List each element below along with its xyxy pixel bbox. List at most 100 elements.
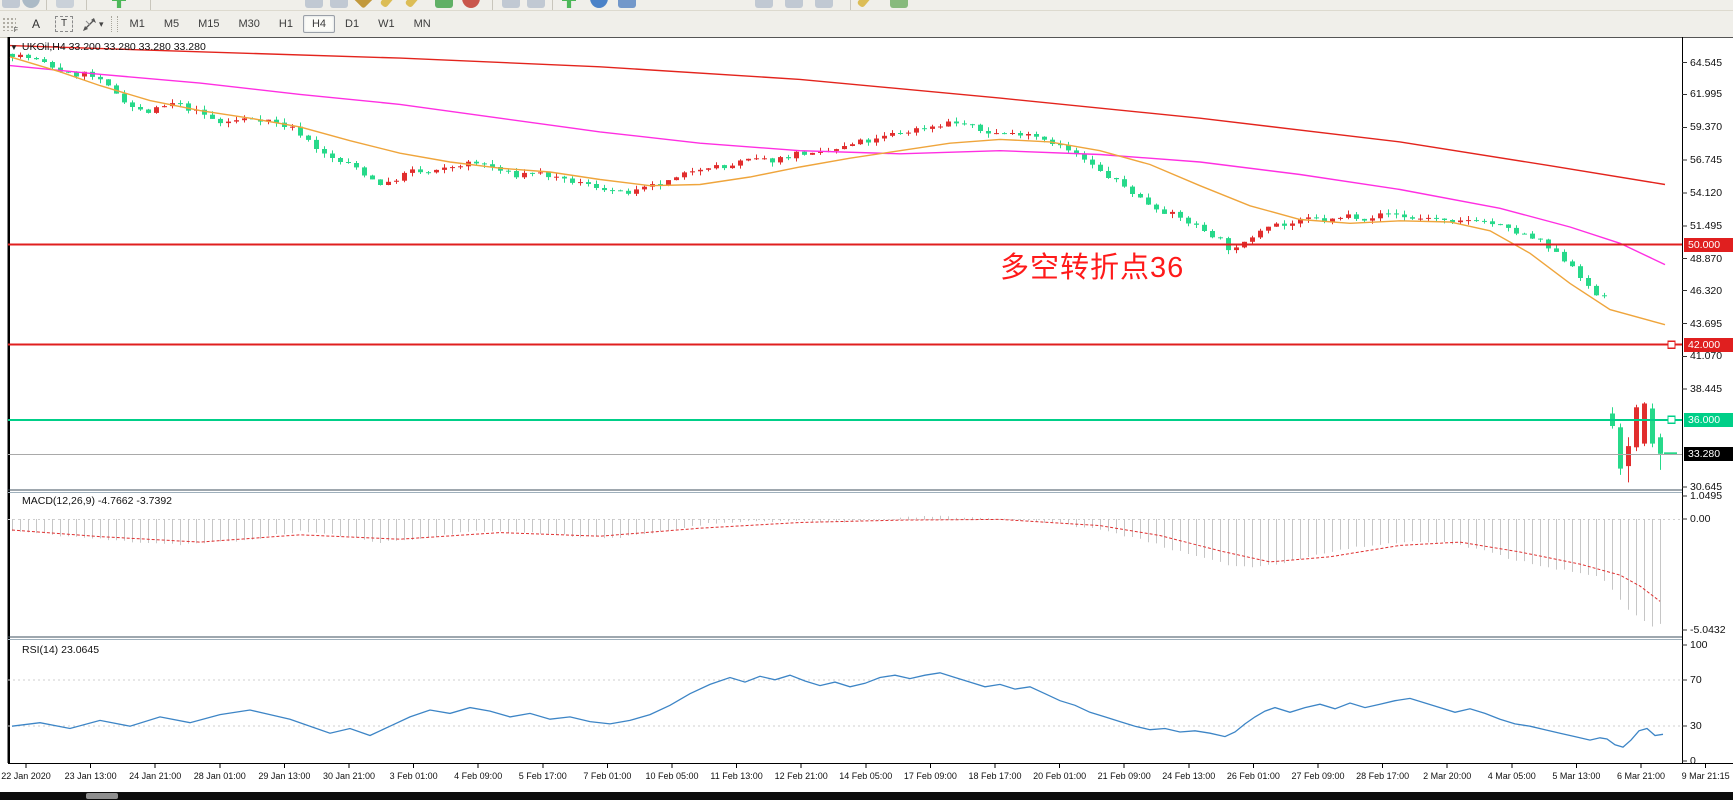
h-scale-icon[interactable] <box>755 0 773 8</box>
time-axis-label: 2 Mar 20:00 <box>1423 771 1472 781</box>
time-axis-label: 28 Feb 17:00 <box>1356 771 1410 781</box>
timeframe-button-h1[interactable]: H1 <box>278 18 293 30</box>
macd-signal-line <box>11 518 1661 602</box>
toolbar-drag-handle[interactable] <box>110 16 118 32</box>
time-axis-label: 23 Jan 13:00 <box>64 771 117 781</box>
v-scale-icon[interactable] <box>785 0 803 8</box>
chart-dropdown-icon[interactable]: ▼ <box>10 42 18 52</box>
timeframe-button-m1[interactable]: M1 <box>129 18 145 30</box>
line-drag-handle[interactable] <box>1667 340 1676 349</box>
line-drag-handle[interactable] <box>1667 415 1676 424</box>
timeframe-bar: M1 M5 M15 M30 H1 H4 D1 W1 MN <box>121 15 440 33</box>
timeframe-button-m15[interactable]: M15 <box>198 18 220 30</box>
rsi-axis-label: 70 <box>1690 673 1702 686</box>
time-axis-label: 28 Jan 01:00 <box>193 771 246 781</box>
price-level-badge: 36.000 <box>1684 412 1733 427</box>
time-axis-label: 20 Feb 01:00 <box>1033 771 1087 781</box>
full-screen-icon[interactable] <box>815 0 833 8</box>
ma-slow-line <box>9 44 1666 186</box>
tile-horizontal-icon[interactable] <box>502 0 520 8</box>
time-axis-label: 30 Jan 21:00 <box>322 771 376 781</box>
price-axis-label: 51.495 <box>1690 219 1723 232</box>
timeframe-button-d1[interactable]: D1 <box>345 18 360 30</box>
text-box-tool-icon[interactable]: T <box>55 16 73 32</box>
price-axis-label: 59.370 <box>1690 121 1723 134</box>
price-axis-label: 46.320 <box>1690 284 1723 297</box>
time-axis-label: 5 Feb 17:00 <box>518 771 567 781</box>
price-level-badge: 50.000 <box>1684 237 1733 252</box>
toolbar-separator <box>46 0 47 10</box>
chevron-down-icon: ▾ <box>99 18 104 29</box>
new-chart-icon[interactable] <box>2 0 20 8</box>
zoom-in-icon[interactable] <box>22 0 40 8</box>
time-axis-label: 27 Feb 09:00 <box>1291 771 1345 781</box>
price-axis-label: 56.745 <box>1690 154 1723 167</box>
time-axis-label: 6 Mar 21:00 <box>1616 771 1666 781</box>
grid-tool-icon[interactable]: F <box>2 17 18 34</box>
price-axis-label: 64.545 <box>1690 56 1723 69</box>
time-axis-label: 22 Jan 2020 <box>1 771 51 781</box>
time-axis-label: 21 Feb 09:00 <box>1097 771 1151 781</box>
toolbar-separator <box>552 0 553 10</box>
timeframe-button-mn[interactable]: MN <box>413 18 431 30</box>
chart-annotation-text[interactable]: 多空转折点36 <box>1000 252 1185 284</box>
taskbar-item[interactable] <box>86 793 118 799</box>
candles <box>10 52 1663 483</box>
toolbar-separator <box>150 0 151 10</box>
toolbar-row-2: F A T ▾ M1 M5 M15 M30 H1 H4 D1 W1 MN <box>0 11 1733 38</box>
cascade-windows-icon[interactable] <box>305 0 323 8</box>
time-axis-label: 12 Feb 21:00 <box>774 771 828 781</box>
macd-values: -4.7662 -3.7392 <box>97 495 173 507</box>
rsi-line <box>11 672 1664 748</box>
indicators-list-icon[interactable] <box>890 0 908 8</box>
arrow-tool-button[interactable]: ▾ <box>82 17 104 32</box>
data-window-icon[interactable] <box>618 0 636 8</box>
price-axis-label: 43.695 <box>1690 317 1723 330</box>
price-axis-label: 30.645 <box>1690 480 1723 493</box>
profiles-icon[interactable] <box>56 0 74 8</box>
toolbar-row-1 <box>0 0 1733 11</box>
time-axis-label: 5 Mar 13:00 <box>1552 771 1601 781</box>
toolbar-separator <box>492 0 493 10</box>
time-axis-label: 29 Jan 13:00 <box>258 771 311 781</box>
time-axis-label: 18 Feb 17:00 <box>968 771 1022 781</box>
toolbar-separator <box>850 0 851 10</box>
time-axis-label: 14 Feb 05:00 <box>839 771 893 781</box>
timeframe-button-h4[interactable]: H4 <box>302 15 336 33</box>
macd-label: MACD(12,26,9) -4.7662 -3.7392 <box>22 495 173 507</box>
tile-windows-icon[interactable] <box>330 0 348 8</box>
refresh-icon[interactable] <box>590 0 608 8</box>
ma-fast-line <box>9 56 1666 326</box>
auto-scroll-icon[interactable] <box>462 0 480 8</box>
time-axis-label: 17 Feb 09:00 <box>903 771 957 781</box>
taskbar-strip <box>0 792 1733 800</box>
macd-histogram <box>12 515 1661 627</box>
new-order-icon[interactable] <box>112 0 126 8</box>
timeframe-button-w1[interactable]: W1 <box>378 18 395 30</box>
rsi-value: 23.0645 <box>61 644 100 656</box>
text-label-tool-icon[interactable]: A <box>31 17 40 31</box>
time-axis-label: 4 Feb 09:00 <box>454 771 503 781</box>
chart-title-text: UKOil,H4 33.200 33.280 33.280 33.280 <box>21 41 206 53</box>
price-axis-label: 38.445 <box>1690 383 1723 396</box>
time-axis-label: 26 Feb 01:00 <box>1226 771 1280 781</box>
chart-shift-icon[interactable] <box>435 0 453 8</box>
price-axis-label: 54.120 <box>1690 187 1723 199</box>
price-level-badge: 42.000 <box>1684 337 1733 352</box>
chart-title[interactable]: ▼ UKOil,H4 33.200 33.280 33.280 33.280 <box>10 41 206 53</box>
rsi-label: RSI(14) 23.0645 <box>22 644 100 656</box>
macd-axis-label: -5.0432 <box>1690 624 1726 636</box>
time-axis-label: 7 Feb 01:00 <box>583 771 632 781</box>
time-axis-label: 24 Jan 21:00 <box>129 771 182 781</box>
time-axis-label: 3 Feb 01:00 <box>389 771 438 781</box>
tile-vertical-icon[interactable] <box>527 0 545 8</box>
timeframe-button-m5[interactable]: M5 <box>163 18 180 30</box>
time-axis-label: 24 Feb 13:00 <box>1162 771 1216 781</box>
current-price-badge: 33.280 <box>1684 446 1733 461</box>
add-indicator-icon[interactable] <box>562 0 576 8</box>
toolbar-separator <box>86 0 87 10</box>
timeframe-button-m30[interactable]: M30 <box>238 18 260 30</box>
time-axis-label: 11 Feb 13:00 <box>710 771 763 781</box>
